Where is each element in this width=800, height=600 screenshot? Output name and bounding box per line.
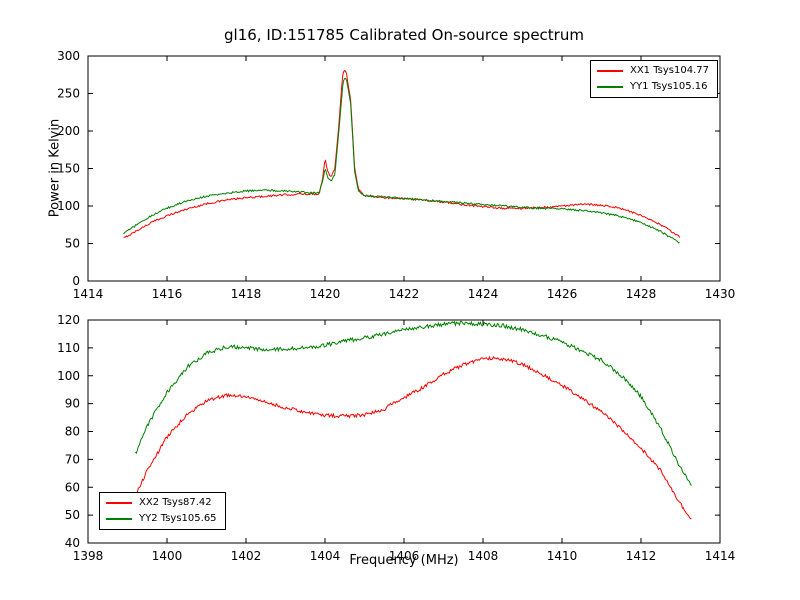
x-tick-label: 1422 [389, 287, 420, 301]
chart-1: 1398 1400 1402 1404 1406 1408 1410 1412 1414 40 50… [57, 313, 735, 563]
x-tick-label: 1404 [310, 549, 341, 563]
legend-entry-xx1: XX1 Tsys104.77 [596, 65, 709, 77]
x-tick-label: 1426 [547, 287, 578, 301]
y-tick-label: 300 [57, 49, 80, 63]
x-tick-label: 1402 [231, 549, 262, 563]
y-tick-label: 90 [65, 397, 80, 411]
legend-entry-xx2: XX2 Tsys87.42 [106, 497, 217, 509]
y-tick-label: 150 [57, 162, 80, 176]
legend-label-yy2: YY2 Tsys105.65 [139, 513, 217, 524]
x-axis-label: Frequency (MHz) [349, 553, 459, 568]
x-tick-label: 1398 [73, 549, 104, 563]
x-tick-label: 1430 [705, 287, 736, 301]
legend-line-xx2 [106, 502, 132, 504]
series-line-xx1 [123, 69, 681, 239]
legend-entry-yy1: YY1 Tsys105.16 [596, 81, 709, 93]
legend-label-yy1: YY1 Tsys105.16 [629, 81, 708, 92]
series-line-yy1 [123, 77, 680, 244]
x-tick-label: 1400 [152, 549, 183, 563]
y-tick-label: 250 [57, 87, 80, 101]
series-line-xx2 [134, 355, 692, 520]
y-tick-label: 50 [65, 508, 80, 522]
y-tick-label: 70 [65, 452, 80, 466]
figure-title: gl16, ID:151785 Calibrated On-source spe… [224, 26, 584, 44]
legend-top-plot: XX1 Tsys104.77 YY1 Tsys105.16 [589, 60, 718, 98]
x-tick-label: 1428 [626, 287, 657, 301]
y-axis-label: Power in Kelvin [47, 118, 63, 218]
y-tick-label: 60 [65, 480, 80, 494]
y-tick-label: 0 [72, 274, 80, 288]
legend-line-xx1 [596, 70, 623, 72]
y-tick-label: 80 [65, 425, 80, 439]
legend-line-yy2 [106, 518, 132, 520]
x-tick-label: 1412 [626, 549, 657, 563]
x-tick-label: 1406 [389, 549, 420, 563]
chart-0: 1414 1416 1418 1420 1422 1424 1426 1428 1430 0 50 1… [57, 49, 735, 301]
y-tick-label: 120 [57, 313, 80, 327]
legend-line-yy1 [596, 86, 623, 88]
legend-entry-yy2: YY2 Tsys105.65 [106, 513, 217, 525]
series-line-yy2 [135, 320, 692, 486]
x-tick-label: 1420 [310, 287, 341, 301]
legend-label-xx1: XX1 Tsys104.77 [629, 65, 709, 76]
y-tick-label: 110 [57, 341, 80, 355]
y-tick-label: 100 [57, 369, 80, 383]
y-tick-label: 200 [57, 124, 80, 138]
x-tick-label: 1414 [705, 549, 736, 563]
legend-bottom-plot: XX2 Tsys87.42 YY2 Tsys105.65 [99, 492, 226, 530]
legend-label-xx2: XX2 Tsys87.42 [139, 497, 212, 508]
y-tick-label: 40 [65, 536, 80, 550]
y-tick-label: 100 [57, 199, 80, 213]
x-tick-label: 1416 [152, 287, 183, 301]
x-tick-label: 1418 [231, 287, 262, 301]
x-tick-label: 1408 [468, 549, 499, 563]
x-tick-label: 1410 [547, 549, 578, 563]
x-tick-label: 1424 [468, 287, 499, 301]
x-tick-label: 1414 [73, 287, 104, 301]
y-tick-label: 50 [65, 237, 80, 251]
